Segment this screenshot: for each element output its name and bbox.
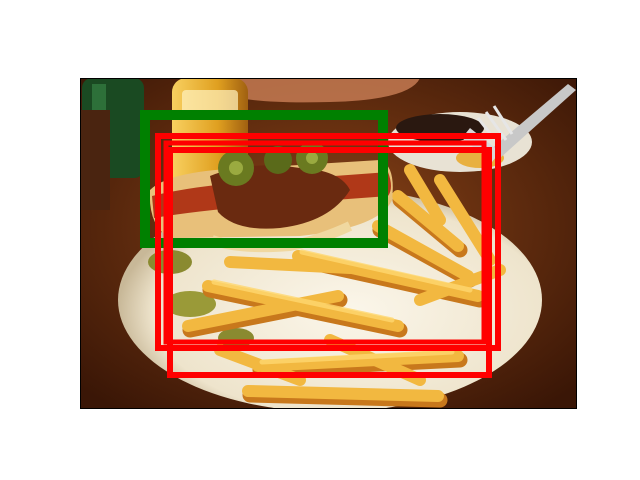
photo-frame [80, 78, 577, 409]
red-box-3 [163, 140, 487, 345]
red-box-1 [155, 133, 501, 351]
french-fries [182, 164, 506, 408]
green-box [140, 110, 388, 248]
red-box-2 [167, 147, 492, 378]
hot-dog [149, 142, 393, 253]
